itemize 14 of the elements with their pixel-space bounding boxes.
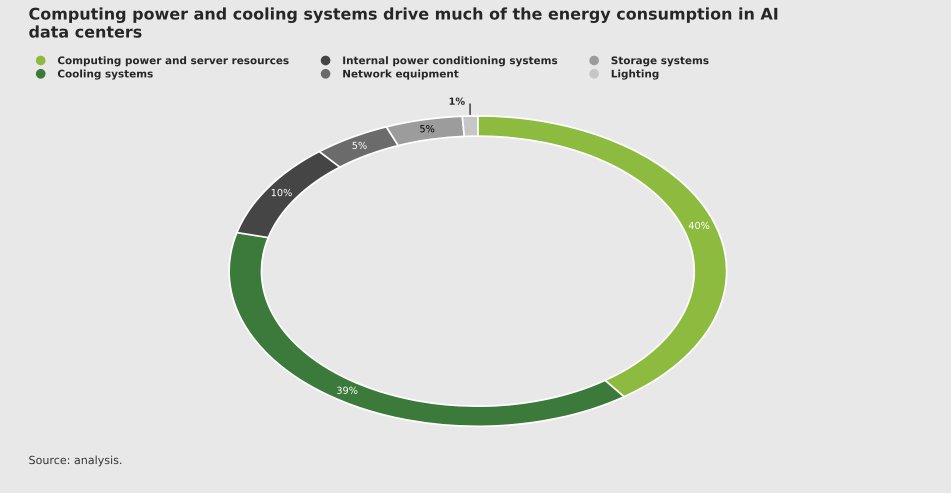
legend-label: Lighting (612, 70, 658, 80)
data-label: 39% (337, 386, 358, 394)
chart-title: Computing power and cooling systems drive much of the energy consumption in AI data centers (29, 7, 778, 38)
data-label: 1% (450, 98, 465, 105)
data-label: 10% (272, 188, 292, 196)
data-label: 5% (420, 124, 434, 132)
legend-label: Cooling systems (58, 70, 153, 80)
legend-label: Storage systems (612, 56, 709, 66)
legend-label: Network equipment (343, 70, 459, 80)
legend-label: Computing power and server resources (58, 56, 289, 66)
data-label: 5% (352, 142, 367, 150)
legend-label: Internal power conditioning systems (343, 56, 558, 66)
source-note: Source: analysis. (29, 456, 122, 466)
data-label: 40% (688, 222, 710, 230)
